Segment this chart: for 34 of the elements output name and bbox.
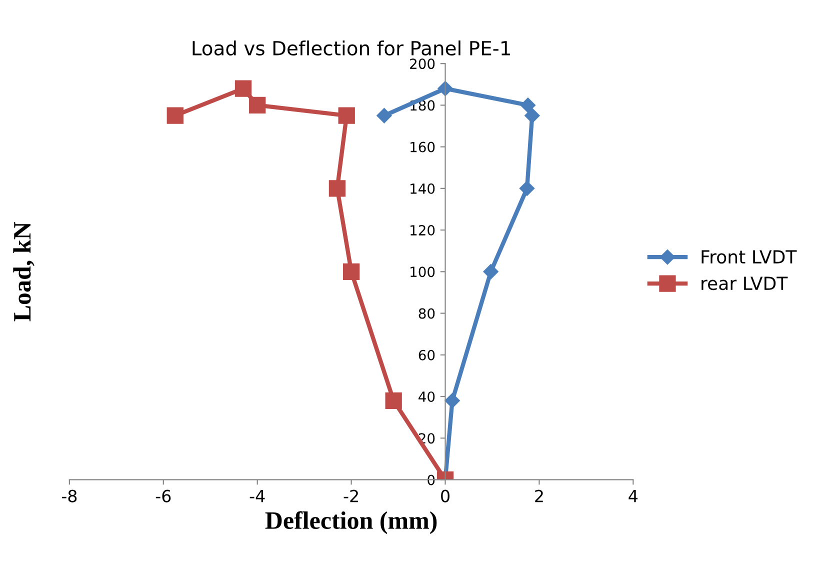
y-axis-title: Load, kN xyxy=(13,222,34,322)
point xyxy=(342,263,360,280)
point xyxy=(385,392,402,410)
point xyxy=(519,180,535,196)
y-tick-label: 160 xyxy=(410,142,435,152)
point xyxy=(376,108,392,124)
x-tick-label: 2 xyxy=(535,490,543,502)
y-tick-label: 40 xyxy=(418,391,435,402)
point xyxy=(166,107,184,124)
point xyxy=(444,393,460,408)
y-tick-label: 120 xyxy=(410,225,435,236)
point xyxy=(524,108,540,124)
legend-label: rear LVDT xyxy=(702,276,788,290)
point xyxy=(328,180,346,197)
point xyxy=(483,264,498,280)
x-tick-label: 0 xyxy=(441,490,450,502)
x-tick-label: 4 xyxy=(628,490,638,502)
legend-label: Front LVDT xyxy=(702,250,797,264)
x-tick-label: -8 xyxy=(62,490,77,502)
y-tick-label: 0 xyxy=(428,474,435,486)
y-tick-label: 80 xyxy=(418,308,435,319)
point xyxy=(338,107,355,124)
point xyxy=(520,98,536,113)
x-tick-label: -4 xyxy=(250,490,265,502)
x-tick-label: -6 xyxy=(156,490,171,502)
y-tick-label: 200 xyxy=(410,58,435,70)
y-tick-label: 100 xyxy=(410,266,435,278)
x-axis-title: Deflection (mm) xyxy=(265,511,437,534)
x-tick-label: -2 xyxy=(344,490,358,502)
y-tick-label: 60 xyxy=(418,350,435,360)
point xyxy=(249,96,266,114)
point xyxy=(234,80,252,97)
y-tick-label: 140 xyxy=(410,183,435,194)
chart-title: Load vs Deflection for Panel PE-1 xyxy=(192,40,510,56)
